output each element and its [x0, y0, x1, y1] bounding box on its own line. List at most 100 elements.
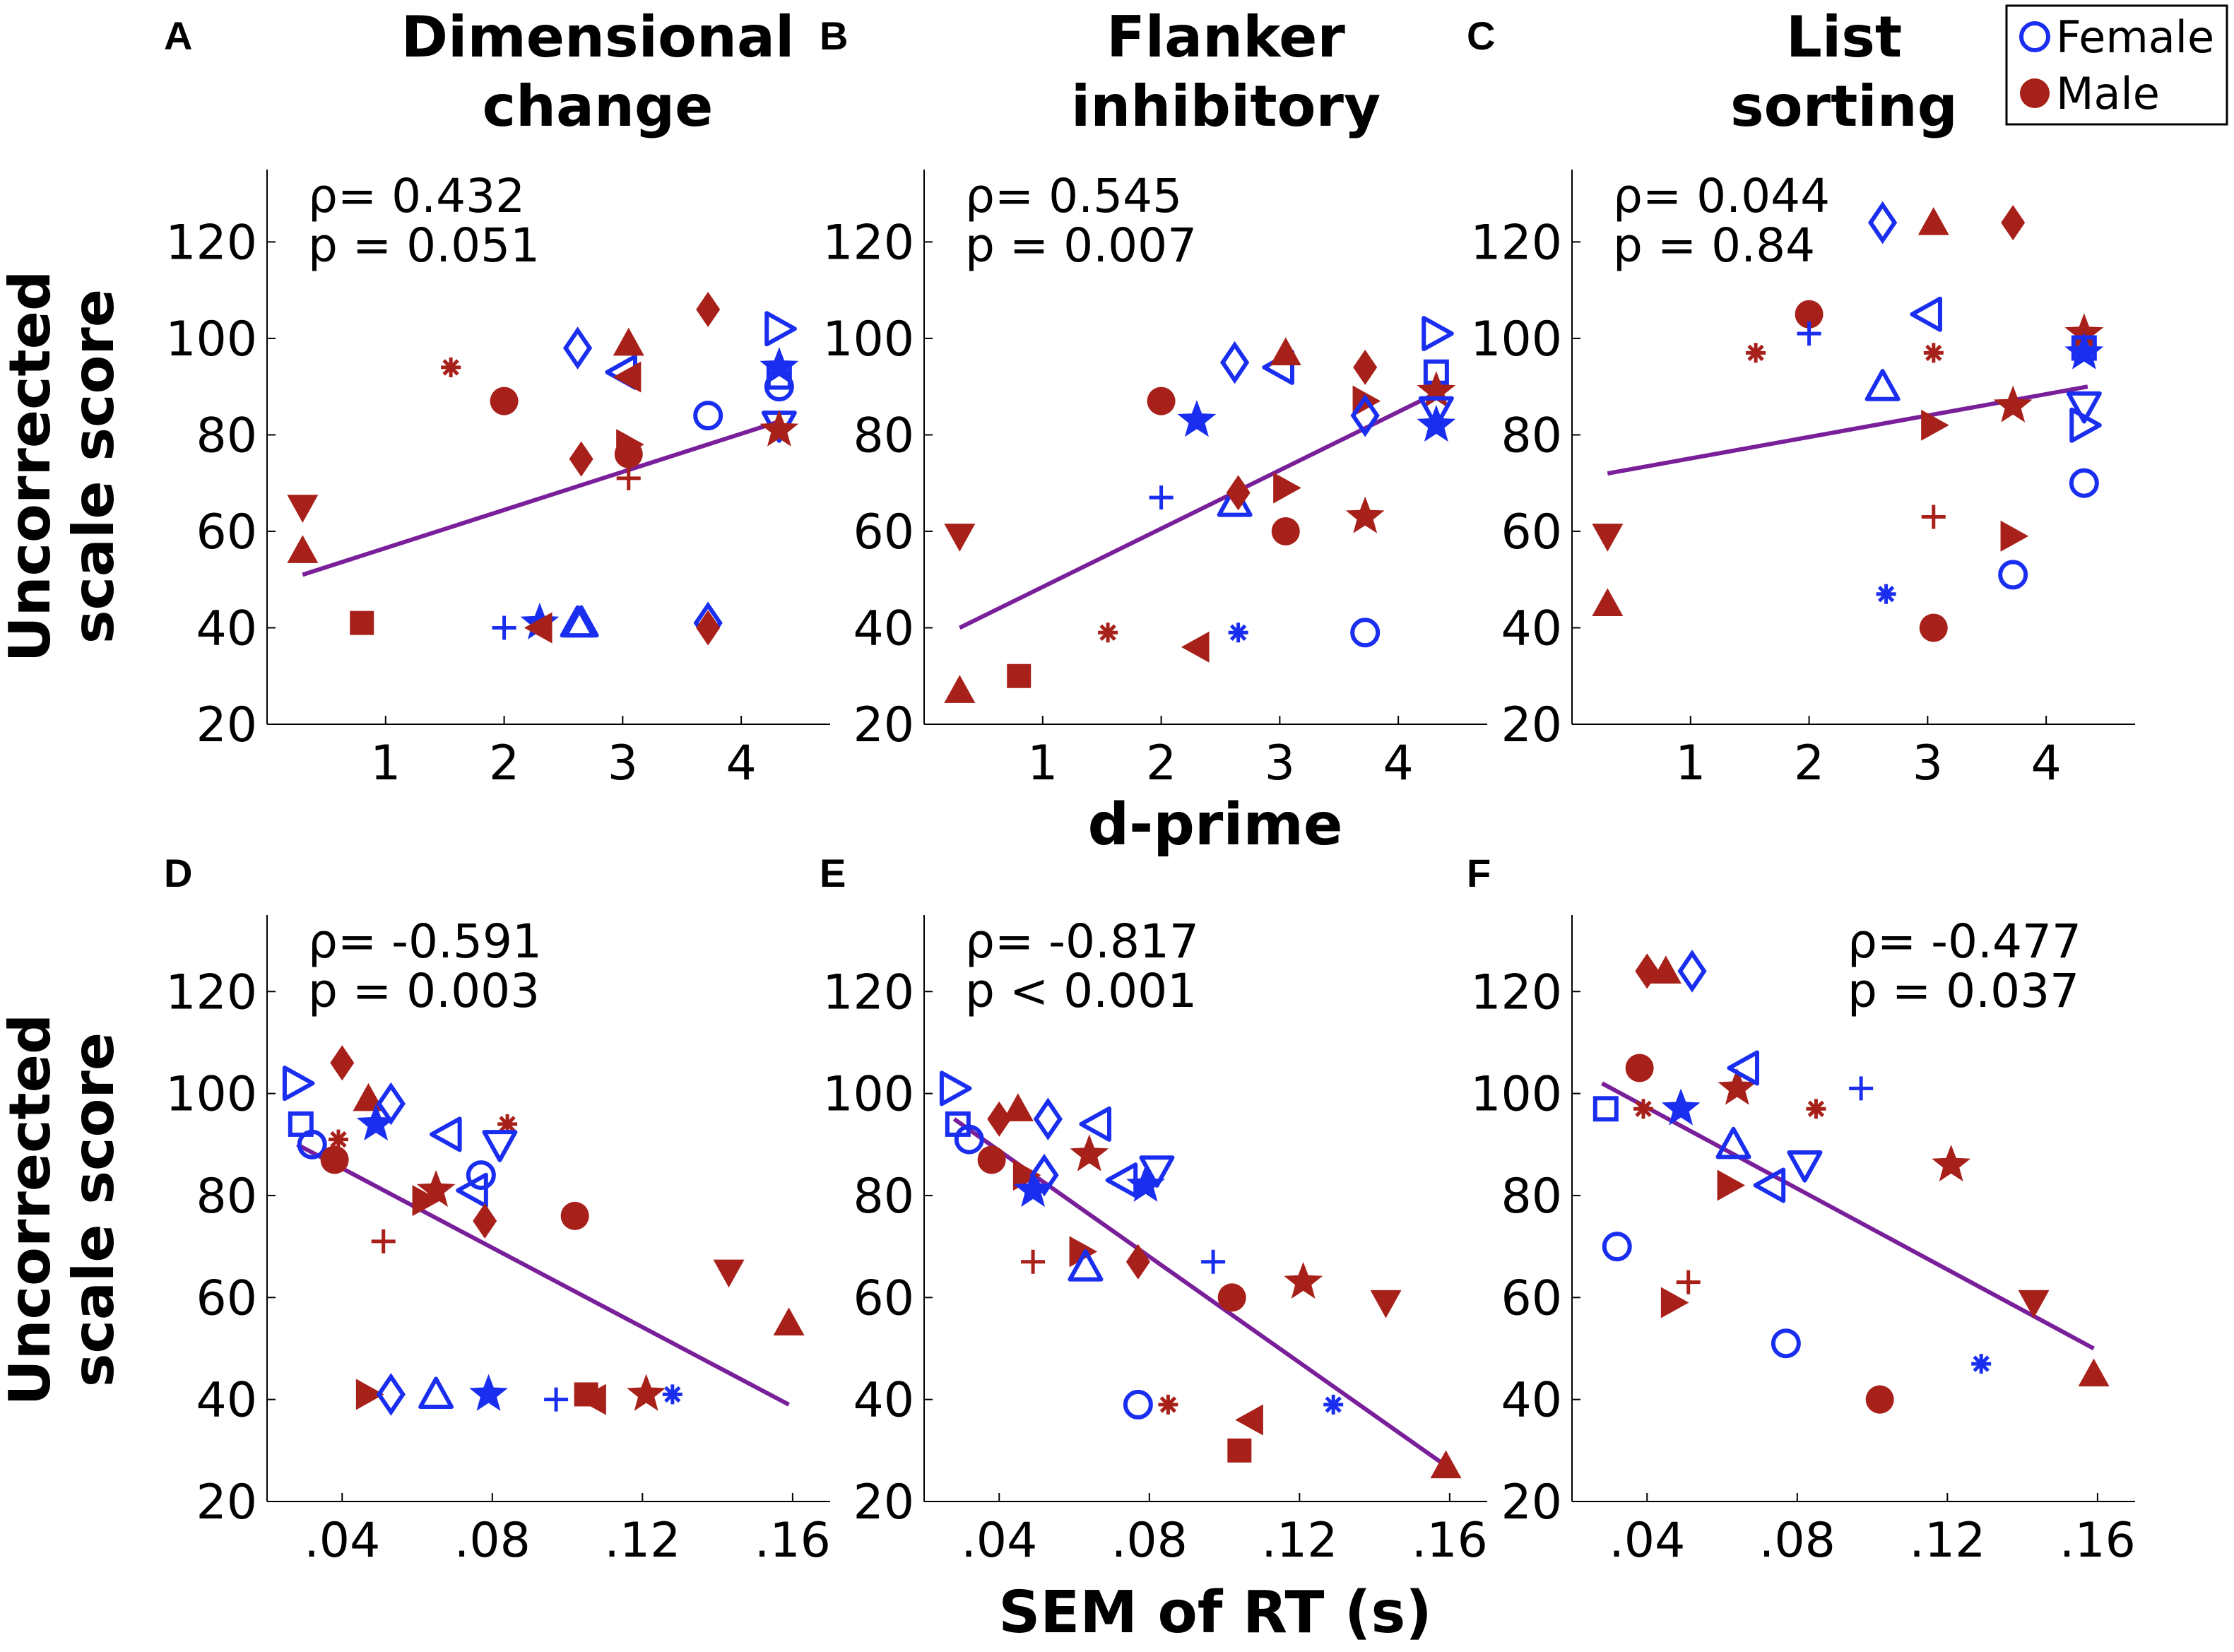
data-point-plus	[1797, 321, 1821, 346]
data-point-tri-right	[282, 1066, 315, 1102]
data-point-asterisk	[1746, 343, 1766, 363]
data-point-tri-up	[1917, 207, 1949, 235]
y-tick-label: 120	[822, 215, 914, 271]
y-tick-label: 60	[1501, 505, 1562, 560]
data-point-tri-up	[2078, 1358, 2110, 1387]
data-point-tri-down	[287, 495, 319, 523]
data-point-asterisk	[497, 1114, 518, 1134]
x-axis-label-d-prime: d-prime	[1087, 791, 1342, 859]
data-point-plus	[1149, 485, 1174, 510]
y-tick-label: 80	[1501, 408, 1562, 464]
data-point-asterisk	[1323, 1394, 1344, 1415]
data-point-asterisk	[1876, 584, 1896, 604]
data-point-diamond	[1029, 1153, 1059, 1197]
data-point-tri-up	[1068, 1249, 1104, 1282]
legend-female-marker-icon	[2019, 21, 2050, 52]
x-tick-label: 4	[1383, 736, 1414, 791]
data-point-asterisk	[1923, 343, 1944, 363]
data-point-circle	[297, 1129, 327, 1160]
data-point-star	[627, 1374, 666, 1411]
data-point-tri-up	[1650, 955, 1682, 984]
x-tick-label: .04	[1609, 1513, 1685, 1569]
x-tick-label: 3	[1265, 736, 1295, 791]
data-point-circle	[490, 387, 519, 415]
data-point-star	[760, 409, 799, 447]
data-point-star	[1417, 404, 1456, 442]
data-point-diamond	[330, 1045, 355, 1081]
data-point-circle	[1602, 1232, 1632, 1262]
data-point-tri-down	[482, 1130, 518, 1162]
panel-title-line: Flanker	[1106, 4, 1345, 70]
y-tick-label: 60	[196, 505, 257, 560]
y-tick-label: 20	[853, 1475, 914, 1530]
data-point-tri-up	[1715, 1126, 1751, 1160]
y-tick-label: 120	[165, 964, 257, 1020]
y-tick-label: 80	[196, 408, 257, 464]
y-tick-label: 20	[196, 697, 257, 753]
data-point-tri-up	[773, 1307, 805, 1335]
panel-title-line: change	[483, 73, 714, 139]
data-point-star	[1013, 1169, 1053, 1208]
data-point-circle	[1998, 560, 2028, 590]
y-tick-label: 120	[165, 215, 257, 271]
y-tick-label: 80	[853, 1169, 914, 1225]
data-point-tri-left	[1079, 1106, 1112, 1142]
data-point-tri-up	[1592, 588, 1624, 616]
data-point-circle	[2069, 468, 2099, 498]
data-point-tri-left	[1910, 296, 1942, 332]
data-point-diamond	[376, 1373, 406, 1416]
y-tick-label: 120	[1470, 215, 1562, 271]
data-point-tri-left	[524, 612, 552, 644]
data-point-tri-up	[287, 535, 319, 563]
data-point-tri-left	[430, 1116, 462, 1152]
panel-title-line: Dimensional	[401, 4, 795, 70]
data-point-star	[1345, 496, 1385, 533]
data-point-tri-left	[1753, 1167, 1786, 1203]
data-point-star	[1284, 1261, 1323, 1299]
data-point-star	[1718, 1068, 1757, 1105]
data-point-tri-right	[1273, 472, 1301, 504]
data-point-diamond	[376, 1082, 406, 1126]
data-point-circle	[1795, 300, 1824, 329]
x-tick-label: .16	[1412, 1513, 1488, 1569]
x-tick-label: 4	[2031, 736, 2062, 791]
stat-p-value: p = 0.051	[308, 218, 540, 273]
x-tick-label: .16	[755, 1513, 831, 1569]
y-tick-label: 60	[853, 1270, 914, 1326]
data-point-diamond	[1125, 1244, 1150, 1280]
data-point-asterisk	[1098, 623, 1118, 643]
data-point-tri-up	[1270, 337, 1301, 365]
y-tick-label: 20	[196, 1475, 257, 1530]
data-point-star	[1932, 1144, 1971, 1181]
data-point-diamond	[1219, 341, 1250, 384]
data-point-star	[469, 1374, 508, 1411]
x-tick-label: 2	[1794, 736, 1824, 791]
panel-label: E	[820, 851, 846, 895]
x-tick-label: .08	[454, 1513, 531, 1569]
data-point-circle	[1217, 1283, 1246, 1312]
panel-title-line: sorting	[1730, 73, 1958, 139]
data-point-plus	[371, 1229, 396, 1253]
y-tick-label: 80	[853, 408, 914, 464]
data-point-diamond	[562, 326, 593, 370]
data-point-circle	[320, 1145, 349, 1174]
data-point-circle	[693, 401, 723, 431]
y-axis-label-bottom-line2: scale score	[61, 1032, 126, 1387]
data-point-tri-right	[939, 1070, 972, 1107]
panel-title-line: List	[1786, 4, 1902, 70]
data-point-tri-right	[2069, 407, 2102, 443]
data-point-tri-down	[1592, 524, 1624, 552]
y-axis-label-top-line2: scale score	[61, 289, 126, 644]
data-point-tri-down	[1139, 1155, 1175, 1188]
data-point-tri-right	[355, 1379, 384, 1410]
data-point-plus	[1849, 1076, 1874, 1101]
y-tick-label: 80	[196, 1169, 257, 1225]
panel-label: B	[820, 13, 848, 58]
y-tick-label: 100	[165, 1067, 257, 1123]
x-tick-label: .04	[961, 1513, 1037, 1569]
data-point-asterisk	[1633, 1099, 1653, 1119]
x-tick-label: 3	[1913, 736, 1943, 791]
data-point-asterisk	[329, 1129, 348, 1150]
